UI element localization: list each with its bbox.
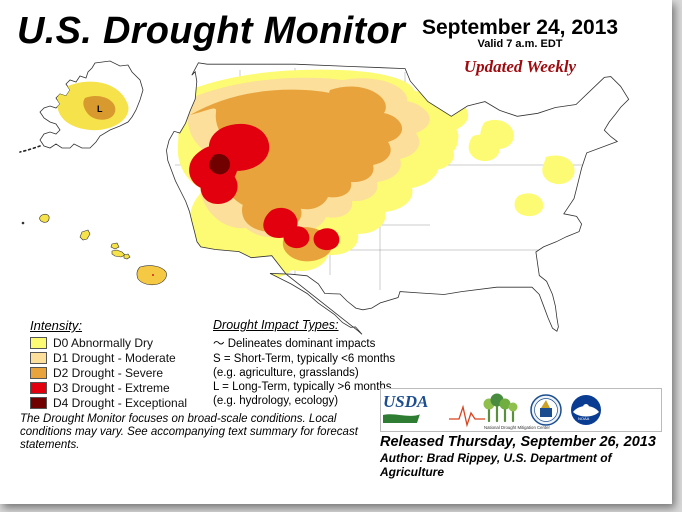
svg-text:NOAA: NOAA [578, 416, 590, 421]
svg-text:L: L [97, 104, 103, 114]
svg-text:USDA: USDA [383, 392, 428, 411]
svg-text:National Drought Mitigation Ce: National Drought Mitigation Center [484, 425, 550, 430]
